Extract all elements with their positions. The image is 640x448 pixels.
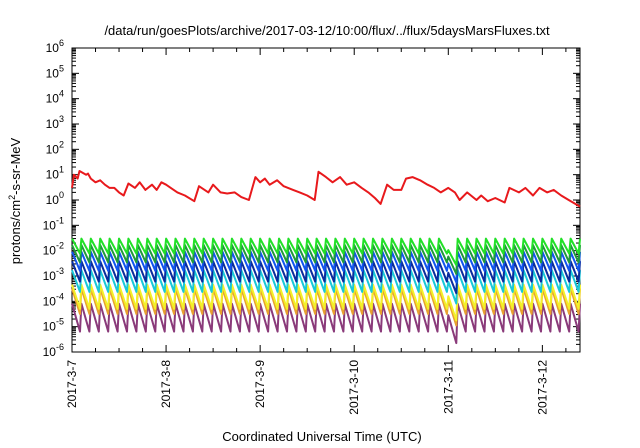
series-group — [71, 170, 581, 345]
y-tick-label-exp: 5 — [59, 63, 64, 73]
y-tick-label-base: 10 — [46, 117, 60, 131]
y-tick-label: 10-1 — [43, 215, 64, 232]
y-tick-label-exp: -6 — [56, 342, 64, 352]
y-tick-label-base: 10 — [46, 142, 60, 156]
y-tick-label-base: 10 — [43, 294, 57, 308]
y-tick-label-base: 10 — [43, 345, 57, 359]
y-tick-label: 10-5 — [43, 317, 64, 334]
y-tick-label-exp: -1 — [56, 215, 64, 225]
y-tick-label-exp: -2 — [56, 241, 64, 251]
y-axis-label-prefix: protons/cm — [8, 200, 23, 264]
y-tick-label: 101 — [46, 165, 64, 182]
axes: 10-610-510-410-310-210-11001011021031041… — [43, 38, 581, 415]
y-tick-label-base: 10 — [46, 41, 60, 55]
x-tick-label: 2017-3-8 — [159, 360, 173, 408]
y-tick-label: 10-6 — [43, 342, 64, 359]
y-tick-label-base: 10 — [46, 193, 60, 207]
y-tick-label-base: 10 — [43, 269, 57, 283]
y-axis-label-suffix: -s-sr-MeV — [8, 137, 23, 194]
x-tick-label: 2017-3-9 — [253, 360, 267, 408]
y-tick-label: 100 — [46, 190, 64, 207]
y-tick-label: 10-2 — [43, 241, 64, 258]
x-tick-label: 2017-3-11 — [441, 360, 455, 414]
y-tick-label-exp: 6 — [59, 38, 64, 48]
y-tick-label-exp: -3 — [56, 266, 64, 276]
x-tick-label: 2017-3-12 — [535, 360, 549, 415]
y-tick-label-base: 10 — [43, 320, 57, 334]
chart-title: /data/run/goesPlots/archive/2017-03-12/1… — [104, 23, 550, 38]
x-tick-label: 2017-3-10 — [347, 360, 361, 415]
x-axis-label: Coordinated Universal Time (UTC) — [222, 429, 421, 444]
y-axis-label-sup: 2 — [7, 195, 17, 200]
y-tick-label: 103 — [46, 114, 64, 131]
y-tick-label-exp: 3 — [59, 114, 64, 124]
y-axis-label: protons/cm2-s-sr-MeV — [7, 137, 23, 264]
y-tick-label: 104 — [46, 89, 64, 106]
y-tick-label: 105 — [46, 63, 64, 80]
y-tick-label-base: 10 — [46, 92, 60, 106]
y-tick-label-base: 10 — [43, 218, 57, 232]
y-tick-label: 10-3 — [43, 266, 64, 283]
y-tick-label-exp: 2 — [59, 139, 64, 149]
series-line — [71, 237, 581, 267]
y-tick-label-exp: -5 — [56, 317, 64, 327]
y-tick-label-exp: -4 — [56, 291, 64, 301]
y-tick-label-base: 10 — [46, 168, 60, 182]
x-tick-label: 2017-3-7 — [65, 360, 79, 408]
y-tick-label: 102 — [46, 139, 64, 156]
y-tick-label-exp: 4 — [59, 89, 64, 99]
y-tick-label: 106 — [46, 38, 64, 55]
y-tick-label-exp: 0 — [59, 190, 64, 200]
series-line — [71, 170, 581, 208]
y-tick-label-exp: 1 — [59, 165, 64, 175]
y-tick-label-base: 10 — [43, 244, 57, 258]
y-tick-label-base: 10 — [46, 66, 60, 80]
y-tick-label: 10-4 — [43, 291, 64, 308]
